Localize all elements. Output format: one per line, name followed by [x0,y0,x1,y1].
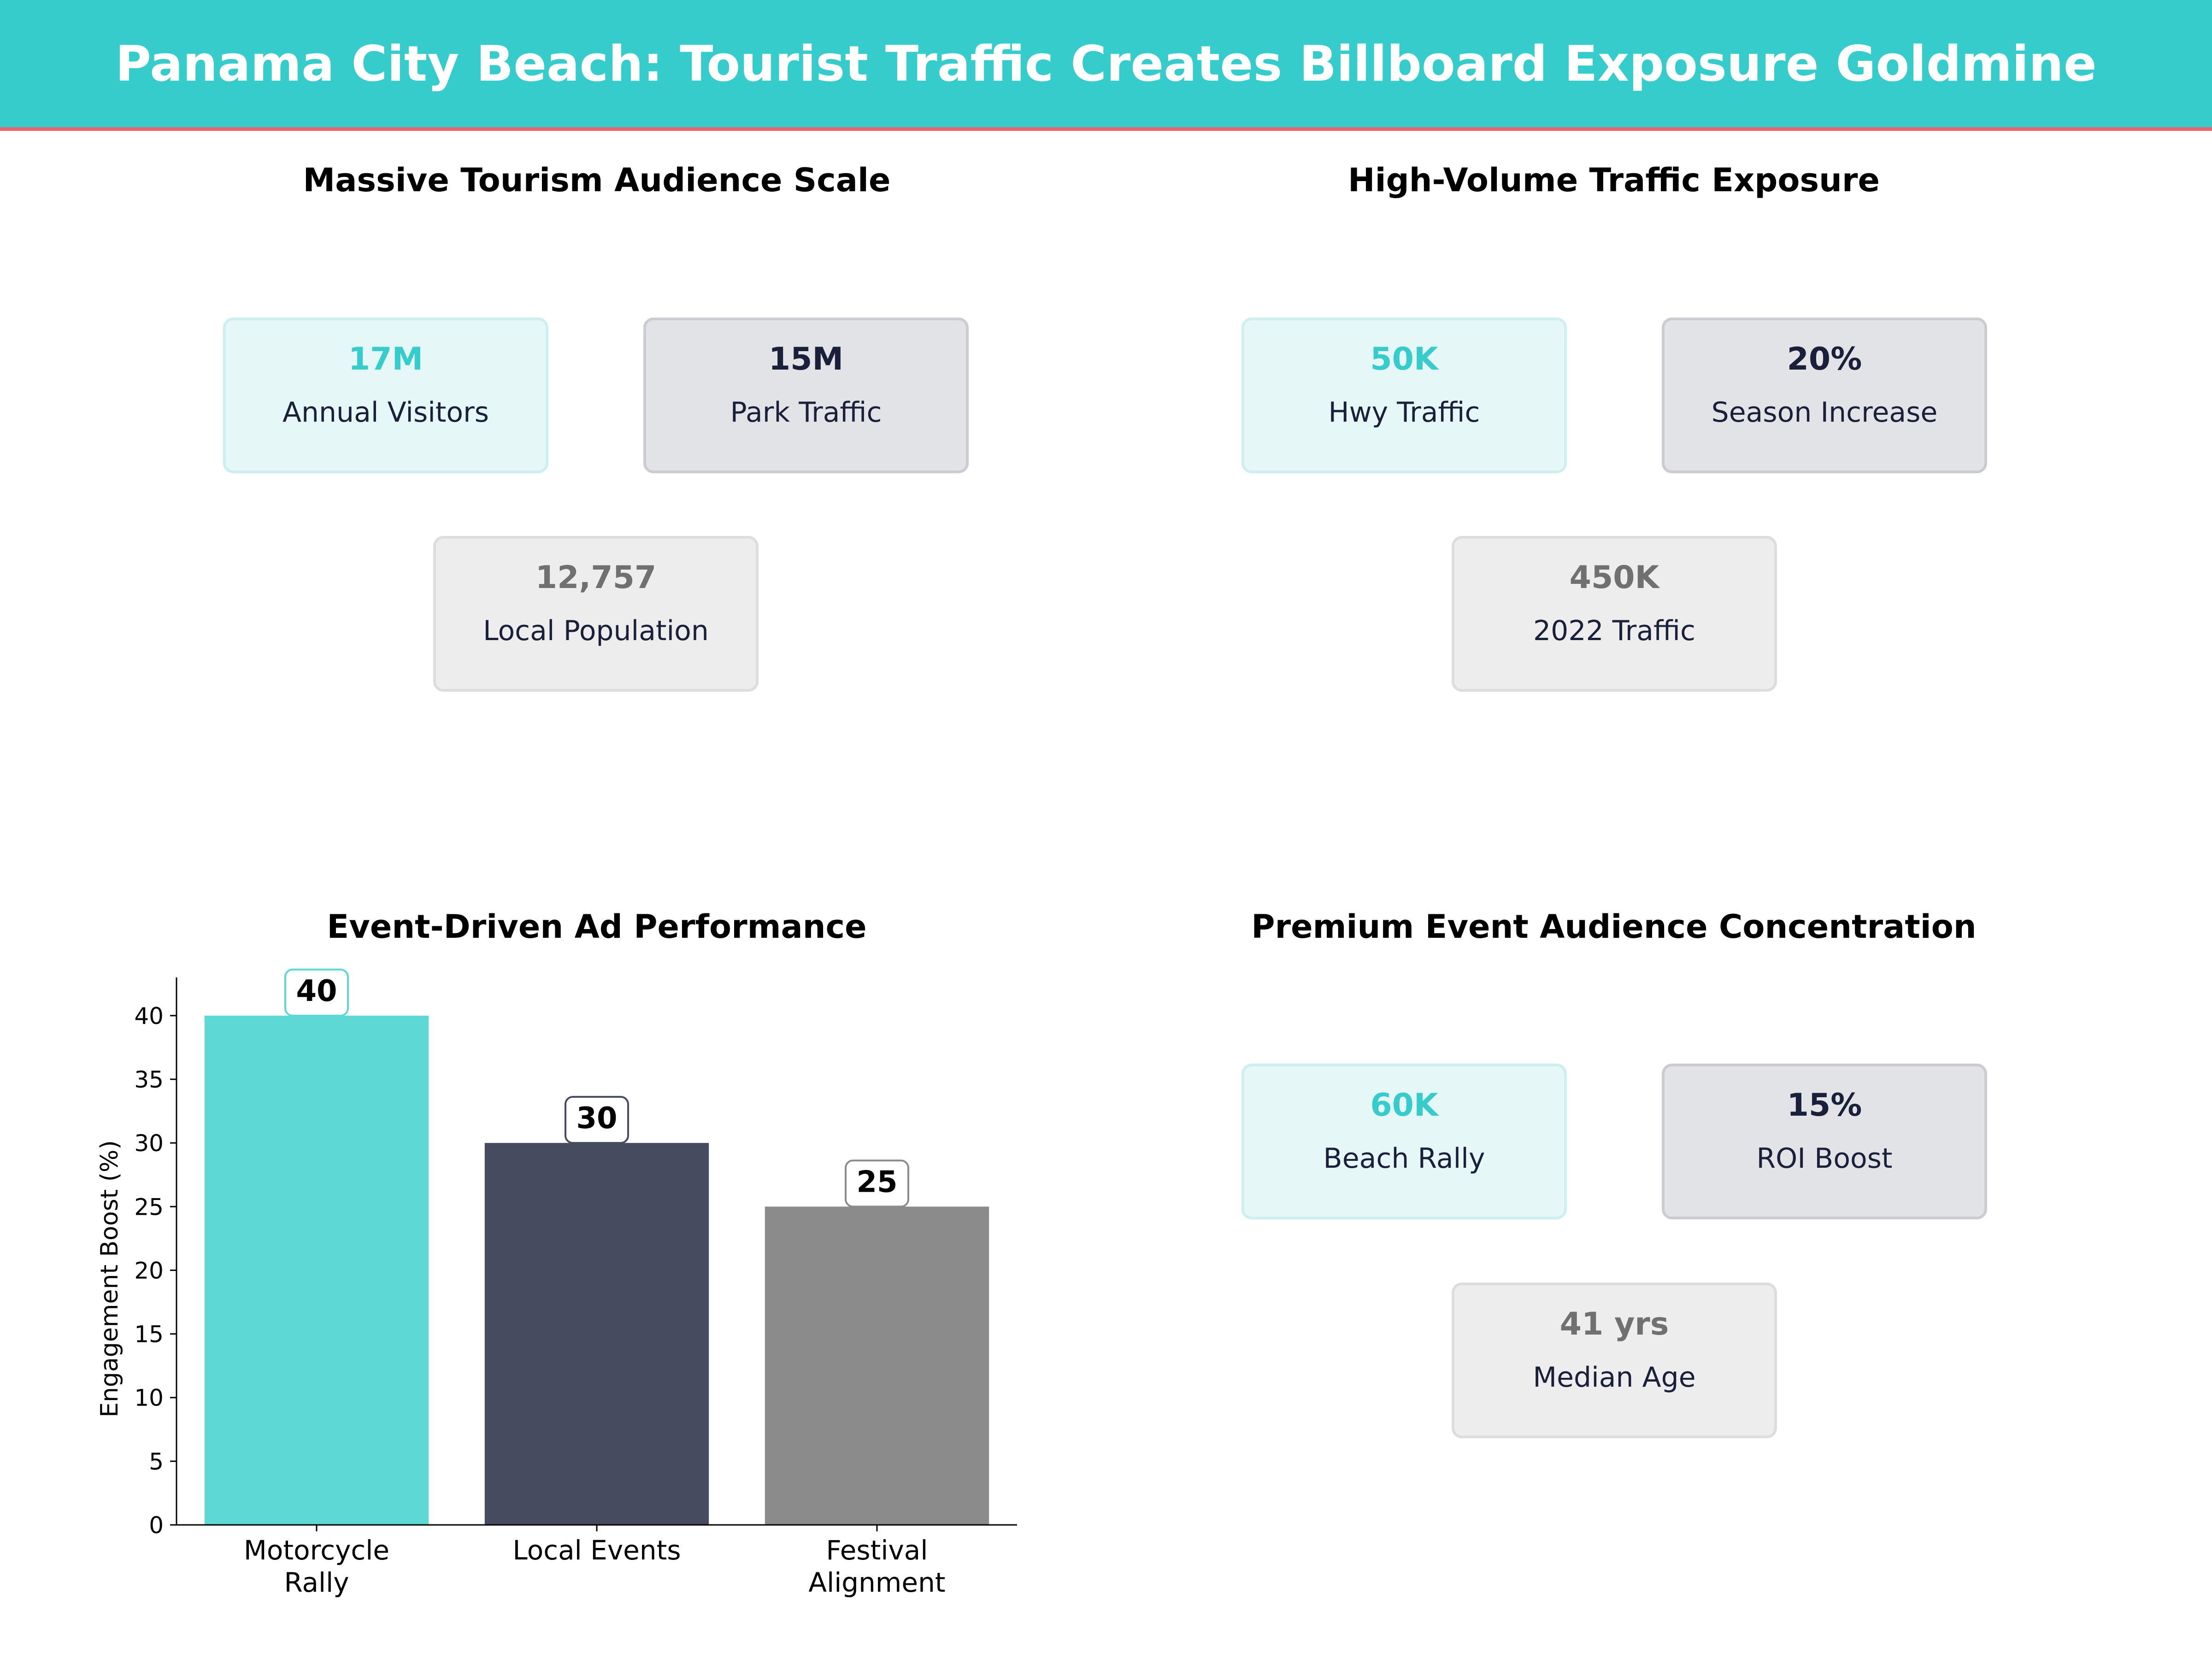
stat-label: Park Traffic [730,396,882,429]
data-label-box [284,968,349,1017]
stat-card: 50K Hwy Traffic [1241,318,1567,473]
data-label-box [845,1159,909,1208]
data-label: 40 [296,974,337,1008]
stat-label: Beach Rally [1323,1142,1485,1175]
data-label-box [565,1096,629,1144]
y-tick-label: 20 [134,1257,164,1284]
stat-card: 17M Annual Visitors [223,318,548,473]
stat-value: 20% [1787,341,1862,377]
y-tick-label: 15 [134,1321,164,1348]
x-tick-label: Motorcycle [244,1535,389,1566]
stat-label: 2022 Traffic [1533,615,1696,647]
y-tick-label: 0 [149,1512,164,1539]
panel-title-events: Premium Event Audience Concentration [1251,908,1977,946]
x-tick-label: Local Events [512,1535,681,1566]
panel-title-traffic: High-Volume Traffic Exposure [1348,161,1880,199]
data-label: 25 [856,1165,897,1199]
stat-card: 60K Beach Rally [1241,1064,1567,1219]
stat-value: 15% [1787,1087,1862,1124]
stat-label: ROI Boost [1756,1142,1893,1175]
x-tick-label: Alignment [808,1567,945,1598]
x-tick-label: Festival [826,1535,928,1566]
bar [204,1015,429,1525]
panel-title-tourism: Massive Tourism Audience Scale [303,161,891,199]
panel-title-chart: Event-Driven Ad Performance [327,908,867,946]
stat-value: 41 yrs [1559,1306,1669,1342]
stat-card: 15% ROI Boost [1662,1064,1987,1219]
stat-label: Local Population [483,615,709,647]
x-tick-label: Rally [284,1567,349,1598]
stat-value: 17M [348,341,424,377]
data-label: 30 [576,1101,617,1135]
bar [484,1143,709,1525]
y-tick-label: 10 [134,1385,164,1412]
y-tick-label: 30 [134,1130,164,1157]
y-tick-label: 25 [134,1194,164,1220]
stat-card: 450K 2022 Traffic [1452,536,1777,692]
stat-card: 12,757 Local Population [433,536,759,692]
bar [765,1206,989,1525]
stat-value: 50K [1370,341,1438,377]
y-tick-label: 35 [134,1066,164,1093]
y-axis-label: Engagement Boost (%) [96,1140,124,1418]
stat-card: 15M Park Traffic [643,318,969,473]
header-banner: Panama City Beach: Tourist Traffic Creat… [0,0,2212,131]
stat-value: 60K [1370,1087,1438,1124]
stat-label: Hwy Traffic [1328,396,1480,429]
stat-value: 12,757 [535,559,657,596]
y-tick-label: 5 [149,1448,164,1475]
stat-card: 41 yrs Median Age [1452,1282,1777,1438]
page-title: Panama City Beach: Tourist Traffic Creat… [115,35,2097,92]
stat-label: Median Age [1533,1361,1696,1394]
y-tick-label: 40 [134,1003,164,1030]
stat-value: 15M [768,341,844,377]
stat-label: Season Increase [1711,396,1938,429]
stat-card: 20% Season Increase [1662,318,1987,473]
stat-label: Annual Visitors [282,396,489,429]
stat-value: 450K [1569,559,1659,596]
